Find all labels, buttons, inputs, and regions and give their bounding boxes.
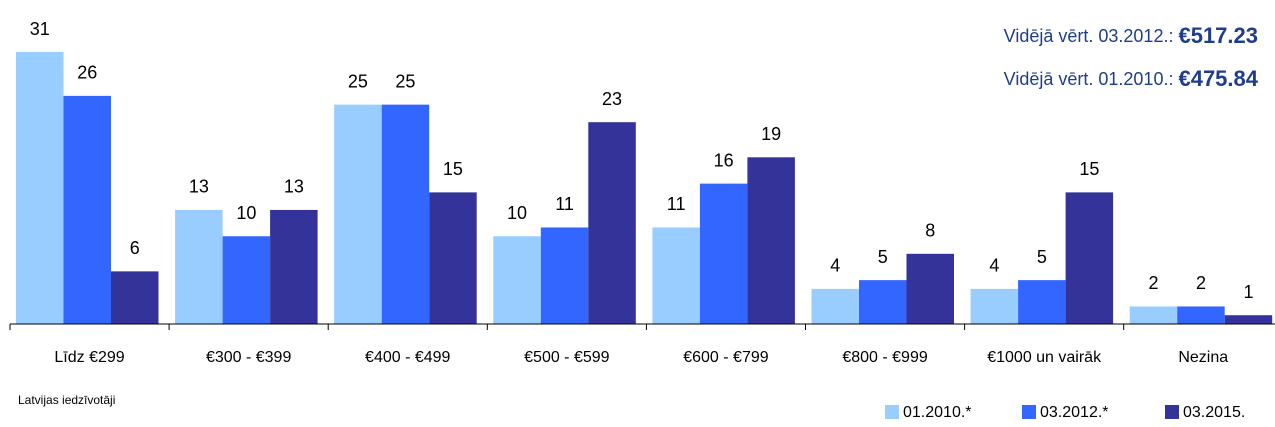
bar [970,288,1019,324]
bar [588,122,636,325]
bar [334,104,382,324]
legend-swatch [885,405,899,419]
bar [270,209,318,324]
data-label: 2 [1196,273,1206,293]
annotation-value: €517.23 [1178,23,1258,48]
data-label: 11 [555,194,574,214]
bar [1065,192,1114,324]
annotation: Vidējā vērt. 01.2010.: €475.84 [1004,66,1259,91]
data-label: 5 [1037,247,1047,267]
legend-swatch [1165,405,1179,419]
annotation-value: €475.84 [1178,66,1258,91]
legend-label: 03.2015. [1183,404,1245,421]
data-label: 11 [667,194,686,214]
data-label: 25 [348,71,368,91]
legend-swatch [1022,405,1036,419]
bar [16,52,64,324]
data-label: 15 [443,159,463,179]
data-label: 19 [761,124,781,144]
x-tick-label: €1000 un vairāk [987,349,1102,366]
data-label: 15 [1079,159,1099,179]
bar [1129,306,1178,324]
annotation: Vidējā vērt. 03.2012.: €517.23 [1004,23,1258,48]
data-label: 25 [395,71,415,91]
data-label: 16 [714,150,734,170]
data-label: 1 [1243,282,1253,302]
bar [493,236,541,324]
annotation-label: Vidējā vērt. 03.2012.: [1004,26,1179,46]
data-label: 8 [925,221,935,241]
bar [222,236,271,324]
bar [1224,315,1273,324]
x-tick-label: €400 - €499 [365,349,451,366]
x-tick-label: €600 - €799 [683,349,769,366]
data-label: 4 [830,256,840,276]
bar [111,271,159,324]
bar [429,192,477,324]
bar [699,183,748,324]
bar [859,280,907,324]
data-label: 23 [602,89,622,109]
note: Latvijas iedzīvotāji [18,393,115,407]
data-label: 13 [189,177,209,197]
x-tick-label: €800 - €999 [842,349,928,366]
x-tick-label: €300 - €399 [206,349,292,366]
x-tick-label: Nezina [1178,349,1228,366]
data-label: 4 [989,256,999,276]
data-label: 31 [30,19,50,39]
bar [652,227,700,324]
bar [1018,280,1066,324]
data-label: 2 [1148,273,1158,293]
data-label: 5 [878,247,888,267]
x-tick-label: €500 - €599 [524,349,610,366]
bar [906,253,954,324]
data-label: 6 [130,238,140,258]
x-tick-label: Līdz €299 [54,349,124,366]
data-label: 13 [284,177,304,197]
legend-label: 03.2012.* [1040,404,1109,421]
bar [175,209,223,324]
data-label: 10 [236,203,256,223]
data-label: 10 [507,203,527,223]
bar [381,104,430,324]
bar [811,288,859,324]
bar [747,157,795,324]
bar [540,227,589,324]
bar [63,95,111,324]
data-label: 26 [77,63,97,83]
annotation-label: Vidējā vērt. 01.2010.: [1004,69,1179,89]
legend-label: 01.2010.* [903,404,972,421]
bar [1177,306,1225,324]
